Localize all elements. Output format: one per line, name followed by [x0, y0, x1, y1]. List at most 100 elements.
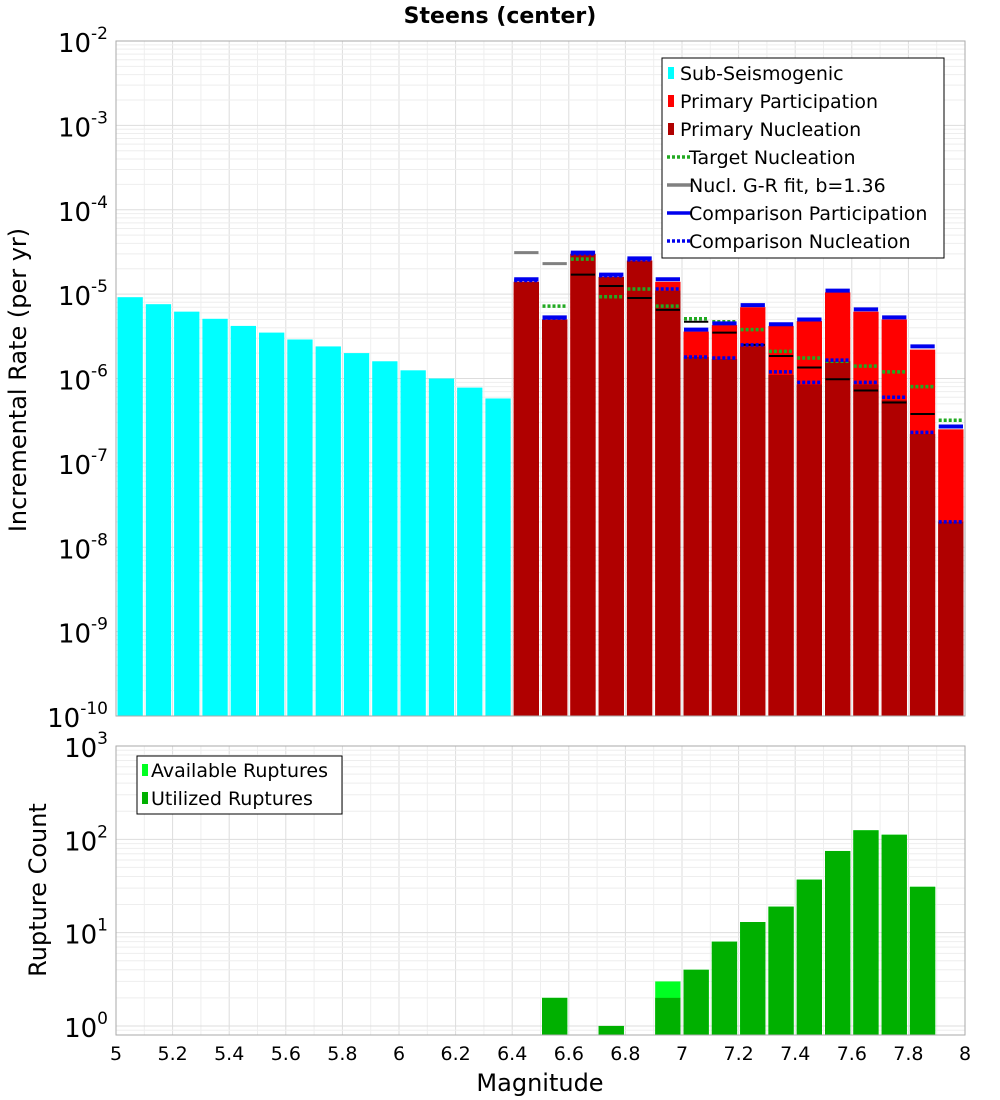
- utilized-ruptures-bar: [909, 886, 936, 1035]
- primary-nucleation-bar: [513, 281, 539, 716]
- utilized-ruptures-bar: [711, 941, 738, 1035]
- primary-nucleation-bar: [881, 400, 907, 716]
- utilized-ruptures-bar: [598, 1025, 624, 1035]
- top-y-tick-label: 10-10: [47, 699, 108, 734]
- primary-nucleation-bar: [655, 290, 681, 716]
- primary-nucleation-bar: [825, 361, 851, 716]
- legend-label: Sub-Seismogenic: [680, 63, 844, 85]
- legend-swatch: [142, 792, 148, 804]
- top-y-tick-label: 10-6: [58, 362, 108, 397]
- utilized-ruptures-bar: [740, 922, 766, 1035]
- x-tick-label: 5.6: [271, 1043, 301, 1065]
- top-y-tick-label: 10-5: [58, 277, 108, 312]
- sub-seismogenic-bar: [343, 353, 370, 716]
- sub-seismogenic-bar: [174, 311, 200, 716]
- utilized-ruptures-bar: [853, 830, 879, 1035]
- top-y-axis-label: Incremental Rate (per yr): [4, 228, 32, 532]
- legend-label: Available Ruptures: [151, 760, 328, 782]
- x-tick-label: 5.2: [157, 1043, 187, 1065]
- utilized-ruptures-bar: [825, 850, 851, 1035]
- top-y-tick-label: 10-2: [58, 24, 108, 59]
- bottom-y-tick-label: 101: [64, 916, 108, 951]
- legend-item-primary-nucleation: Primary Nucleation: [668, 119, 861, 141]
- top-y-tick-label: 10-7: [58, 446, 108, 481]
- primary-nucleation-bar: [909, 433, 936, 716]
- legend-swatch: [142, 764, 148, 776]
- utilized-ruptures-bar: [683, 969, 709, 1035]
- x-tick-label: 8: [959, 1043, 971, 1065]
- primary-nucleation-bar: [598, 276, 624, 716]
- x-axis-label: Magnitude: [476, 1069, 603, 1097]
- primary-nucleation-bar: [570, 253, 596, 716]
- legend-label: Utilized Ruptures: [151, 788, 313, 810]
- x-tick-label: 5.8: [327, 1043, 357, 1065]
- x-tick-label: 5.4: [214, 1043, 244, 1065]
- sub-seismogenic-bar: [117, 297, 143, 716]
- top-legend: Sub-Seismogenic Primary Participation Prim…: [661, 57, 945, 259]
- primary-nucleation-bar: [740, 346, 766, 716]
- top-plot-border: [115, 40, 966, 717]
- legend-label: Comparison Nucleation: [689, 231, 911, 253]
- legend-item-primary-participation: Primary Participation: [668, 91, 878, 113]
- bottom-bars: [542, 830, 936, 1035]
- bottom-y-tick-label: 103: [64, 729, 108, 764]
- top-grid: [115, 41, 966, 717]
- bottom-y-tick-label: 100: [64, 1009, 108, 1044]
- sub-seismogenic-bar: [287, 339, 313, 716]
- legend-label: Primary Participation: [680, 91, 878, 113]
- legend-item-nucl-g-r-fit-b-1-36: Nucl. G-R fit, b=1.36: [667, 175, 886, 197]
- sub-seismogenic-bar: [457, 387, 483, 716]
- x-tick-labels: 5 5.2 5.4 5.6 5.8 6 6.2 6.4 6.6 6.8 7 7.2 7.4 7.6 7.8 8: [110, 1043, 971, 1065]
- primary-nucleation-bar: [626, 260, 653, 716]
- sub-seismogenic-bar: [230, 325, 256, 716]
- primary-nucleation-bar: [711, 359, 738, 716]
- sub-seismogenic-bar: [372, 361, 398, 716]
- top-line-markers: [514, 250, 963, 524]
- utilized-ruptures-bar: [881, 834, 907, 1035]
- x-tick-label: 6.8: [610, 1043, 640, 1065]
- top-y-tick-label: 10-4: [58, 193, 108, 228]
- x-tick-label: 6.6: [554, 1043, 584, 1065]
- bottom-legend-box: [136, 755, 343, 815]
- legend-item-utilized-ruptures: Utilized Ruptures: [142, 788, 313, 810]
- primary-nucleation-bar: [768, 375, 794, 716]
- x-tick-label: 5: [110, 1043, 122, 1065]
- bottom-plot-border: [115, 745, 966, 1036]
- x-tick-label: 7: [676, 1043, 688, 1065]
- sub-seismogenic-bar: [145, 304, 172, 716]
- utilized-ruptures-bar: [796, 879, 822, 1035]
- primary-nucleation-bar: [938, 521, 964, 716]
- top-panel: 10-2 10-3 10-4 10-5 10-6 10-7 10-8 10-9 10-10 Sub…: [47, 24, 966, 734]
- utilized-ruptures-bar: [655, 997, 681, 1035]
- bottom-y-axis-label: Rupture Count: [24, 803, 52, 977]
- sub-seismogenic-bar: [259, 332, 285, 716]
- top-legend-box: [661, 57, 945, 259]
- legend-swatch: [668, 123, 674, 135]
- x-tick-label: 7.4: [780, 1043, 810, 1065]
- legend-label: Comparison Participation: [689, 203, 927, 225]
- legend-label: Target Nucleation: [688, 147, 856, 169]
- sub-seismogenic-bar: [400, 370, 426, 716]
- sub-seismogenic-bar: [428, 378, 455, 716]
- legend-item-comparison-participation: Comparison Participation: [667, 203, 927, 225]
- legend-item-sub-seismogenic: Sub-Seismogenic: [668, 63, 844, 85]
- x-tick-label: 6: [393, 1043, 405, 1065]
- primary-nucleation-bar: [683, 356, 709, 716]
- legend-swatch: [668, 67, 674, 79]
- x-tick-label: 6.4: [497, 1043, 527, 1065]
- x-tick-label: 7.2: [723, 1043, 753, 1065]
- x-tick-label: 6.2: [440, 1043, 470, 1065]
- utilized-ruptures-bar: [542, 997, 568, 1035]
- legend-item-available-ruptures: Available Ruptures: [142, 760, 328, 782]
- sub-seismogenic-bar: [485, 398, 511, 716]
- bottom-y-tick-label: 102: [64, 822, 108, 857]
- x-tick-label: 7.8: [893, 1043, 923, 1065]
- legend-swatch: [668, 95, 674, 107]
- legend-item-comparison-nucleation: Comparison Nucleation: [667, 231, 911, 253]
- legend-item-target-nucleation: Target Nucleation: [667, 147, 856, 169]
- utilized-ruptures-bar: [768, 906, 794, 1035]
- legend-label: Nucl. G-R fit, b=1.36: [689, 175, 886, 197]
- primary-nucleation-bar: [542, 319, 568, 716]
- top-bars: [117, 253, 964, 716]
